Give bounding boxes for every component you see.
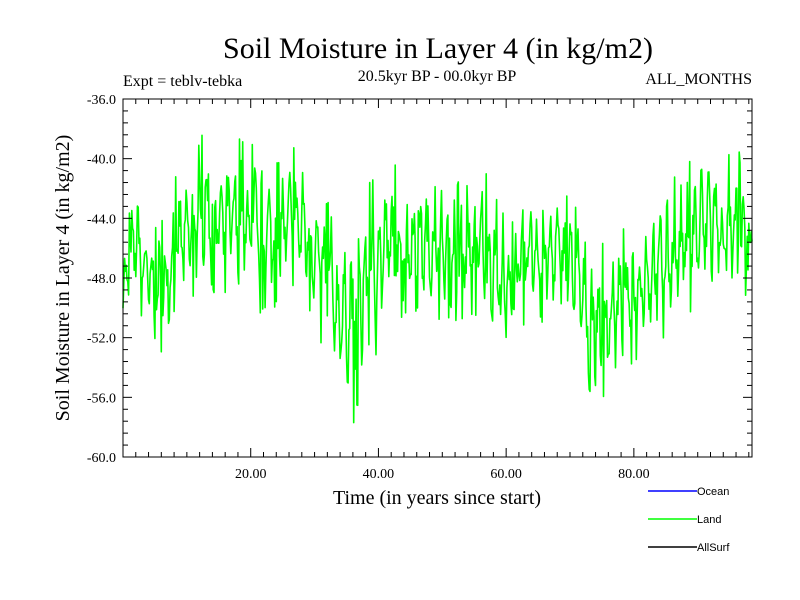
y-tick-label: -36.0 — [87, 93, 116, 108]
chart-subtitle-right: ALL_MONTHS — [645, 71, 752, 88]
legend-label-allsurf: AllSurf — [697, 542, 730, 554]
y-tick-label: -56.0 — [87, 391, 116, 406]
y-tick-label: -40.0 — [87, 153, 116, 168]
x-tick-label: 60.00 — [490, 467, 522, 482]
y-tick-label: -44.0 — [87, 212, 116, 227]
x-tick-label: 40.00 — [363, 467, 395, 482]
y-axis-label: Soil Moisture in Layer 4 (in kg/m2) — [52, 135, 74, 422]
y-tick-label: -60.0 — [87, 451, 116, 466]
y-tick-label: -48.0 — [87, 272, 116, 287]
legend-label-land: Land — [697, 514, 721, 526]
x-tick-label: 80.00 — [618, 467, 650, 482]
chart-title: Soil Moisture in Layer 4 (in kg/m2) — [223, 32, 653, 65]
series-land-line — [122, 134, 753, 424]
x-tick-label: 20.00 — [235, 467, 267, 482]
chart-subtitle-left: Expt = teblv-tebka — [123, 73, 242, 90]
chart-subtitle-center: 20.5kyr BP - 00.0kyr BP — [358, 68, 517, 85]
y-tick-label: -52.0 — [87, 332, 116, 347]
legend-label-ocean: Ocean — [697, 486, 729, 498]
plot-area: 20.00 40.00 60.00 80.00 -60.0 -56.0 -52.0 -48.0… — [87, 93, 753, 482]
x-axis-label: Time (in years since start) — [333, 487, 541, 509]
legend: Ocean Land AllSurf — [648, 486, 730, 554]
